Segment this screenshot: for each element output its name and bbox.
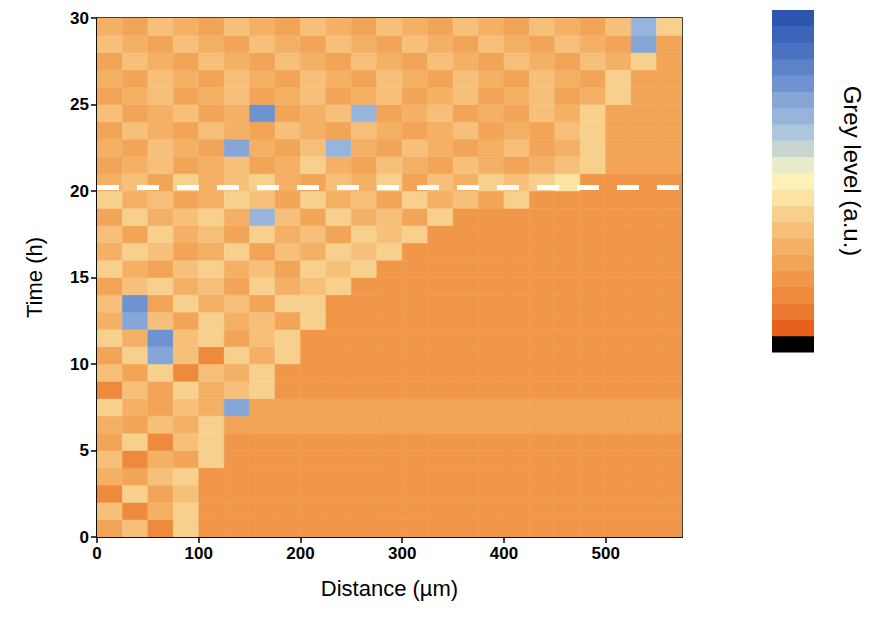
svg-text:30: 30: [70, 9, 89, 28]
svg-text:0: 0: [80, 528, 89, 547]
svg-text:25: 25: [70, 95, 89, 114]
svg-text:0: 0: [92, 544, 101, 563]
svg-text:Time (h): Time (h): [22, 237, 47, 318]
svg-text:300: 300: [388, 544, 416, 563]
svg-text:500: 500: [592, 544, 620, 563]
svg-text:5: 5: [80, 441, 89, 460]
svg-text:Grey level (a.u.): Grey level (a.u.): [839, 86, 866, 257]
svg-text:100: 100: [185, 544, 213, 563]
svg-text:15: 15: [70, 268, 89, 287]
svg-text:20: 20: [70, 182, 89, 201]
svg-text:10: 10: [70, 355, 89, 374]
svg-text:Distance (µm): Distance (µm): [321, 576, 458, 601]
svg-text:400: 400: [490, 544, 518, 563]
svg-text:200: 200: [286, 544, 314, 563]
